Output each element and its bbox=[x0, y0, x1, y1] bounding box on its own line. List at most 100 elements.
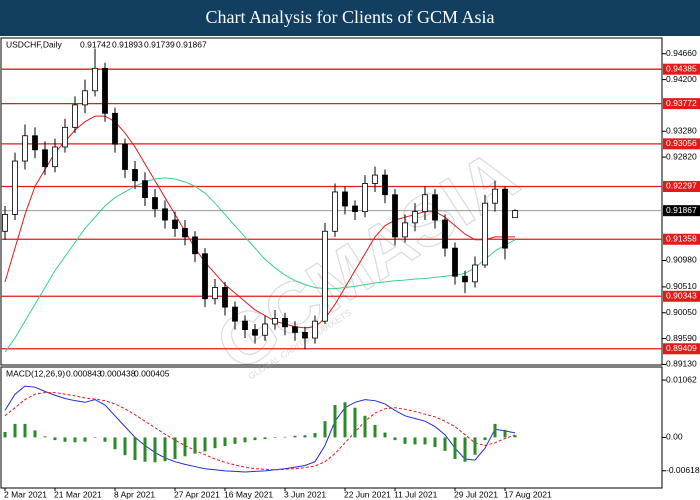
candle-body bbox=[2, 214, 8, 232]
candle-body bbox=[342, 191, 348, 207]
level-label-box bbox=[663, 180, 700, 192]
histogram-bar bbox=[13, 423, 17, 438]
candle-body bbox=[42, 149, 48, 168]
histogram-bar bbox=[193, 437, 197, 454]
candle-body bbox=[192, 236, 198, 255]
y-tick-label: -0.006181 bbox=[666, 465, 700, 475]
level-label: 0.90343 bbox=[666, 291, 697, 301]
histogram-bar bbox=[83, 437, 87, 442]
candle-body bbox=[72, 104, 78, 128]
y-tick-label: 0.94200 bbox=[666, 74, 697, 84]
candle-body bbox=[502, 188, 508, 249]
histogram-value: 0.000405 bbox=[134, 368, 170, 378]
x-tick-label: 8 Apr 2021 bbox=[114, 489, 155, 499]
x-tick-label: 21 Mar 2021 bbox=[54, 489, 102, 499]
histogram-bar bbox=[263, 437, 267, 440]
macd-frame bbox=[0, 366, 663, 489]
y-tick-label: 0.89130 bbox=[666, 359, 697, 369]
histogram-bar bbox=[163, 437, 167, 462]
ohlc-high: 0.91893 bbox=[112, 39, 143, 49]
moving-average bbox=[4, 115, 515, 329]
candle-body bbox=[302, 332, 308, 339]
candle-body bbox=[212, 287, 218, 300]
histogram-bar bbox=[393, 437, 397, 441]
histogram-bar bbox=[33, 430, 37, 438]
candle-body bbox=[322, 230, 328, 322]
ohlc-open: 0.91742 bbox=[80, 39, 111, 49]
x-tick-label: 27 Apr 2021 bbox=[174, 489, 220, 499]
candle-body bbox=[102, 67, 108, 114]
histogram-bar bbox=[203, 437, 207, 452]
candle-body bbox=[312, 320, 318, 339]
x-tick-label: 3 Jun 2021 bbox=[284, 489, 326, 499]
current-price-box bbox=[663, 205, 700, 217]
current-price-label: 0.91867 bbox=[666, 205, 697, 215]
histogram-bar bbox=[93, 437, 97, 438]
histogram-bar bbox=[103, 437, 107, 442]
histogram-bar bbox=[63, 437, 67, 442]
candle-body bbox=[202, 253, 208, 300]
histogram-bar bbox=[513, 435, 517, 438]
level-label-box bbox=[663, 343, 700, 355]
histogram-bar bbox=[153, 437, 157, 463]
main-frame bbox=[0, 37, 663, 366]
histogram-bar bbox=[313, 433, 317, 438]
y-tick-label: 0.90510 bbox=[666, 281, 697, 291]
candle-body bbox=[152, 197, 158, 210]
candle-body bbox=[272, 317, 278, 325]
candle-body bbox=[382, 174, 388, 196]
x-tick-label: 22 Jun 2021 bbox=[344, 489, 391, 499]
histogram-bar bbox=[43, 436, 47, 438]
level-label-box bbox=[663, 290, 700, 302]
candle-body bbox=[332, 191, 338, 232]
candle-body bbox=[362, 183, 368, 213]
histogram-bar bbox=[373, 424, 377, 438]
candle-body bbox=[422, 194, 428, 213]
histogram-bar bbox=[53, 437, 57, 441]
histogram-bar bbox=[443, 437, 447, 451]
candle-body bbox=[142, 180, 148, 198]
histogram-bar bbox=[3, 432, 7, 438]
x-tick-label: 17 Aug 2021 bbox=[504, 489, 552, 499]
candle-body bbox=[222, 287, 228, 308]
candle-body bbox=[12, 160, 18, 215]
candle-body bbox=[22, 135, 28, 162]
histogram-bar bbox=[183, 437, 187, 457]
histogram-bar bbox=[353, 407, 357, 438]
candle-body bbox=[132, 169, 138, 182]
level-label: 0.93772 bbox=[666, 98, 697, 108]
candle-body bbox=[252, 329, 258, 336]
candle-body bbox=[162, 208, 168, 221]
histogram-bar bbox=[213, 437, 217, 449]
histogram-bar bbox=[483, 437, 487, 441]
ohlc-close: 0.91867 bbox=[176, 39, 207, 49]
candle-body bbox=[52, 146, 58, 168]
level-label: 0.92297 bbox=[666, 181, 697, 191]
level-label-box bbox=[663, 138, 700, 150]
macd-value: 0.000843 bbox=[66, 368, 102, 378]
x-tick-label: 11 Jul 2021 bbox=[394, 489, 438, 499]
histogram-bar bbox=[413, 437, 417, 445]
histogram-bar bbox=[293, 435, 297, 438]
candle-body bbox=[442, 219, 448, 249]
histogram-bar bbox=[423, 437, 427, 445]
x-tick-label: 16 May 2021 bbox=[224, 489, 273, 499]
signal-value: 0.000438 bbox=[100, 368, 136, 378]
candle-body bbox=[392, 194, 398, 238]
moving-average bbox=[4, 177, 516, 353]
candle-body bbox=[112, 112, 118, 145]
histogram-bar bbox=[363, 415, 367, 438]
candle-body bbox=[292, 326, 298, 333]
level-label-box bbox=[663, 63, 700, 75]
macd-title: MACD(12,26,9) bbox=[6, 368, 65, 378]
candle-body bbox=[482, 202, 488, 266]
level-label: 0.91358 bbox=[666, 234, 697, 244]
candle-body bbox=[432, 194, 438, 221]
level-label-box bbox=[663, 233, 700, 245]
histogram-bar bbox=[233, 437, 237, 444]
histogram-bar bbox=[173, 437, 177, 459]
candle-body bbox=[32, 135, 38, 151]
histogram-bar bbox=[453, 437, 457, 459]
candle-body bbox=[462, 275, 468, 283]
histogram-bar bbox=[473, 437, 477, 455]
